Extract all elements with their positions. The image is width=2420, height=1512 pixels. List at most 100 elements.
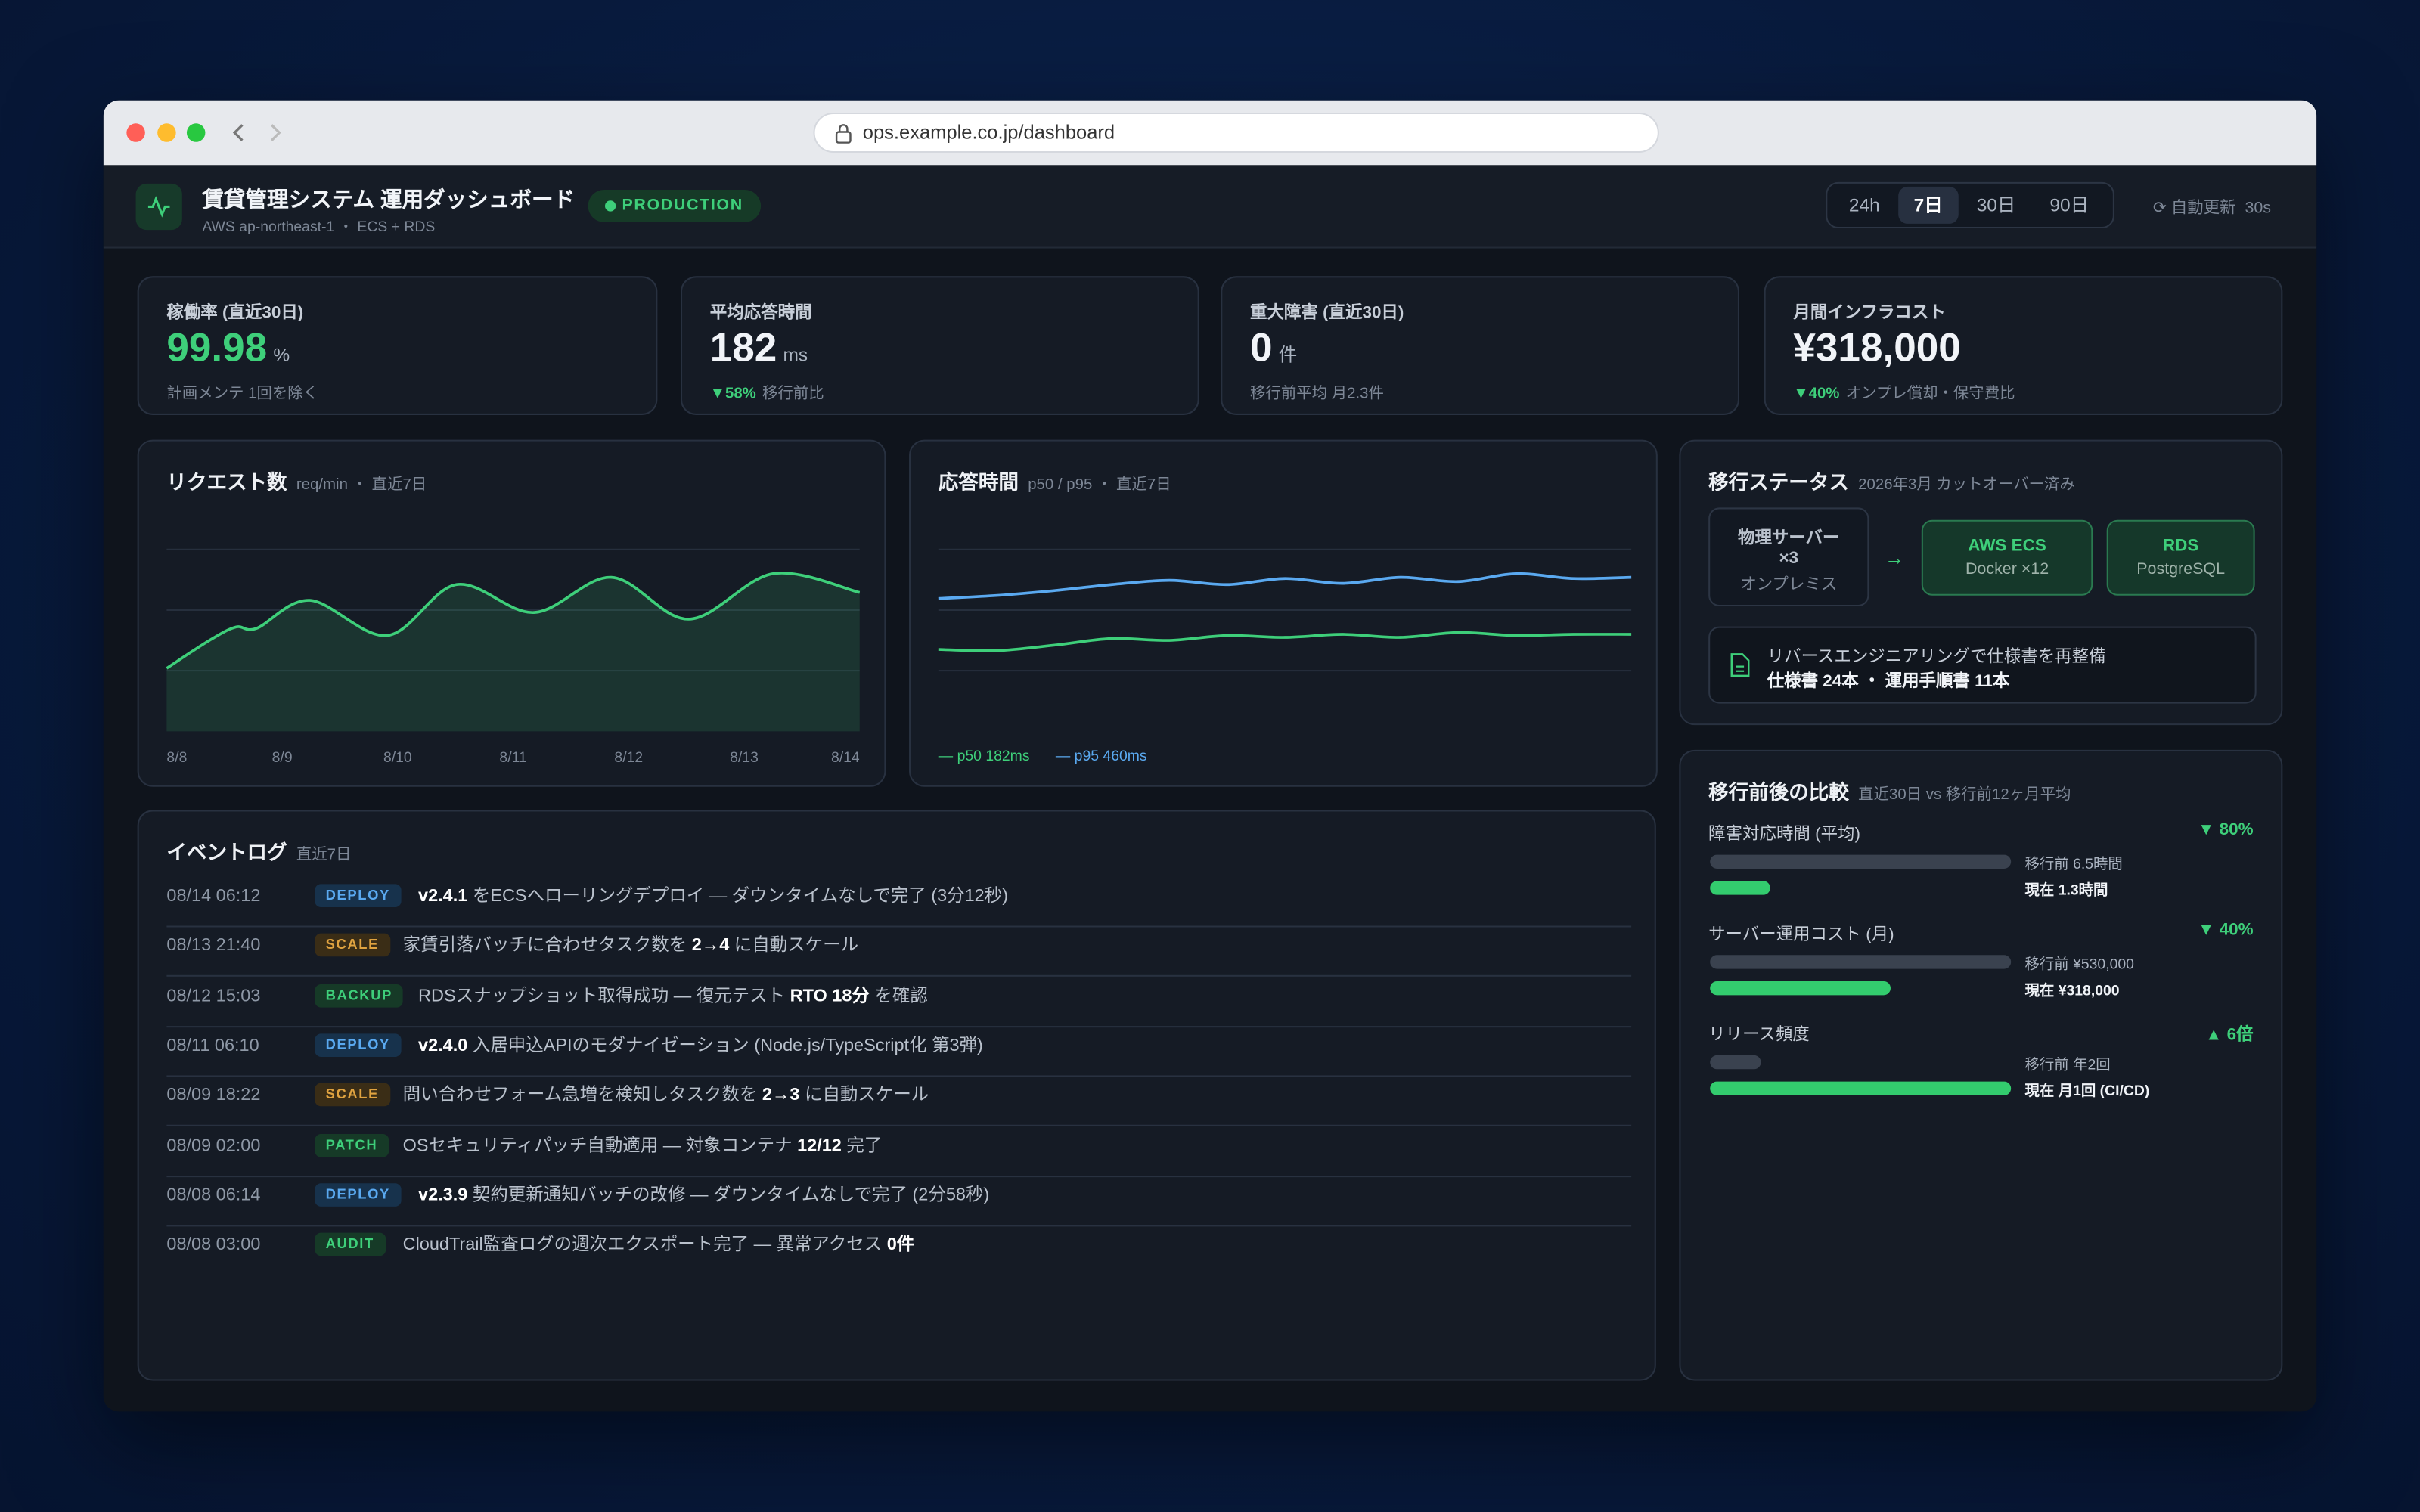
event-emphasis: 2→4: [691, 937, 730, 956]
range-button[interactable]: 30日: [1976, 194, 2016, 216]
kpi-card: 稼働率 (直近30日) 99.98% 計画メンテ 1回を除く: [137, 276, 658, 415]
title-text: イベントログ: [166, 841, 287, 864]
kpi-card: 月間インフラコスト ¥318,000 ▼40% オンプレ償却・保守費比: [1764, 276, 2283, 415]
x-tick-label: 8/9: [272, 749, 293, 766]
kpi-value-wrap: 99.98%: [166, 324, 290, 372]
kpi-label: 稼働率 (直近30日): [166, 304, 304, 323]
x-tick-label: 8/14: [831, 749, 860, 766]
event-text: OSセキュリティパッチ自動適用 — 対象コンテナ 12/12 完了: [403, 1126, 883, 1166]
cmp-change: ▼ 40%: [2198, 921, 2254, 940]
comparison-subtitle: 直近30日 vs 移行前12ヶ月平均: [1858, 786, 2071, 804]
app-header: 賃貸管理システム 運用ダッシュボード AWS ap-northeast-1 ・ …: [103, 165, 2317, 249]
env-text: PRODUCTION: [622, 196, 743, 215]
event-log-subtitle: 直近7日: [296, 847, 352, 864]
close-button[interactable]: [126, 123, 145, 142]
event-emphasis: 2→3: [762, 1086, 800, 1105]
event-text: RDSスナップショット取得成功 — 復元テスト RTO 18分 を確認: [418, 976, 928, 1016]
cmp-label: 障害対応時間 (平均): [1708, 825, 1860, 844]
kpi-label: 重大障害 (直近30日): [1250, 304, 1404, 323]
kpi-note: オンプレ償却・保守費比: [1845, 386, 2015, 403]
event-emphasis: 12/12: [797, 1136, 842, 1155]
title-text: 移行前後の比較: [1708, 780, 1849, 804]
source-title: 物理サーバー ×3: [1738, 528, 1840, 569]
event-tag: DEPLOY: [315, 884, 402, 907]
kpi-unit: ms: [783, 344, 808, 366]
event-emphasis: v2.4.0: [418, 1036, 468, 1055]
event-row: 08/08 03:00 AUDIT CloudTrail監査ログの週次エクスポート完…: [166, 1225, 1631, 1275]
address-bar[interactable]: ops.example.co.jp/dashboard: [813, 112, 1659, 153]
area: [166, 572, 860, 732]
cmp-change: ▼ 80%: [2198, 820, 2254, 840]
range-button[interactable]: 90日: [2049, 194, 2090, 216]
event-row: 08/11 06:10 DEPLOY v2.4.0 入居申込APIのモダナイゼーショ…: [166, 1026, 1632, 1077]
target-title: RDS: [2162, 537, 2199, 556]
chart-title-wrap: リクエスト数 req/min ・ 直近7日: [166, 466, 427, 495]
line: [938, 631, 1632, 652]
kpi-label: 平均応答時間: [709, 304, 812, 323]
browser-chrome: ops.example.co.jp/dashboard: [103, 100, 2317, 166]
kpi-note: 移行前平均 月2.3件: [1250, 386, 1384, 403]
minimize-button[interactable]: [157, 123, 176, 142]
kpi-card: 平均応答時間 182 ms ▼58% 移行前比: [680, 276, 1199, 415]
event-text-part: 完了: [841, 1136, 883, 1155]
event-time: 08/14 06:12: [166, 887, 261, 906]
app-subtitle: AWS ap-northeast-1 ・ ECS + RDS: [202, 218, 436, 237]
source-box: 物理サーバー ×3 オンプレミス: [1708, 507, 1869, 607]
event-text-part: 家賃引落バッチに合わせタスク数を: [402, 937, 692, 956]
before-label: 移行前 年2回: [2024, 1056, 2111, 1074]
cmp-change: ▲ 6倍: [2205, 1026, 2254, 1045]
event-time: 08/12 15:03: [166, 987, 261, 1005]
event-emphasis: v2.3.9: [418, 1185, 468, 1205]
event-tag: SCALE: [315, 934, 390, 957]
cmp-label: リリース頻度: [1708, 1026, 1810, 1045]
zoom-button[interactable]: [186, 123, 206, 142]
migration-card: 移行ステータス 2026年3月 カットオーバー済み 物理サーバー ×3 オンプレミス…: [1679, 439, 2283, 726]
event-row: 08/14 06:12 DEPLOY v2.4.1 をECSへローリングデプロイ —…: [166, 876, 1632, 928]
event-row: 08/09 02:00 PATCH OSセキュリティパッチ自動適用 — 対象コンテナ…: [166, 1126, 1632, 1177]
line: [938, 572, 1632, 600]
target-box: AWS ECS Docker ×12: [1921, 519, 2093, 596]
doc-icon: [1730, 653, 1750, 677]
event-text-part: をECSへローリングデプロイ — ダウンタイムなしで完了 (3分12秒): [467, 887, 1009, 906]
event-emphasis: v2.4.1: [418, 887, 468, 906]
migration-arrow: →: [1884, 546, 1905, 570]
kpi-value: ¥318,000: [1793, 324, 1961, 370]
kpi-unit: %: [273, 344, 290, 366]
event-text-part: 問い合わせフォーム急増を検知しタスク数を: [402, 1086, 762, 1105]
event-text-part: CloudTrail監査ログの週次エクスポート完了 — 異常アクセス: [402, 1235, 887, 1255]
event-text: v2.4.0 入居申込APIのモダナイゼーション (Node.js/TypeSc…: [418, 1026, 983, 1066]
target-sub: PostgreSQL: [2136, 559, 2226, 579]
after-label: 現在 ¥318,000: [2024, 982, 2120, 1000]
kpi-unit: 件: [1278, 344, 1298, 366]
event-time: 08/08 03:00: [166, 1235, 261, 1255]
before-label: 移行前 6.5時間: [2024, 856, 2123, 874]
kpi-value: 182: [709, 324, 777, 370]
event-tag: BACKUP: [315, 984, 404, 1007]
chart-card: リクエスト数 req/min ・ 直近7日 8/8 8/9 8/10 8/11 8/12 8/…: [137, 439, 886, 787]
event-text-part: を確認: [869, 987, 928, 1005]
nav-buttons[interactable]: [230, 120, 292, 145]
source-sub: オンプレミス: [1740, 575, 1838, 594]
kpi-delta: ▼40%: [1793, 386, 1840, 403]
chart: [938, 548, 1632, 672]
bar-before: [1710, 854, 2012, 869]
event-text-part: OSセキュリティパッチ自動適用 — 対象コンテナ: [402, 1136, 798, 1155]
after-label: 現在 1.3時間: [2024, 882, 2108, 900]
kpi-card: 重大障害 (直近30日) 0 件移行前平均 月2.3件: [1221, 276, 1739, 415]
cmp-label: サーバー運用コスト (月): [1708, 925, 1894, 944]
event-text: 問い合わせフォーム急増を検知しタスク数を 2→3 に自動スケール: [403, 1076, 929, 1116]
range-button[interactable]: 24h: [1848, 194, 1880, 216]
legend-item: — p50 182ms: [938, 748, 1030, 766]
refresh[interactable]: ⟳ 自動更新 30s: [2152, 199, 2272, 218]
doc-note: リバースエンジニアリングで仕様書を再整備 仕様書 24本 ・ 運用手順書 11本: [1708, 626, 2257, 704]
kpi-value: 0: [1250, 324, 1273, 370]
event-text: 家賃引落バッチに合わせタスク数を 2→4 に自動スケール: [403, 926, 858, 966]
event-row: 08/13 21:40 SCALE 家賃引落バッチに合わせタスク数を 2→4 に自動…: [166, 926, 1632, 978]
range-button[interactable]: 7日: [1898, 186, 1959, 224]
event-text: CloudTrail監査ログの週次エクスポート完了 — 異常アクセス 0件: [403, 1225, 915, 1266]
chart-title-wrap: 応答時間 p50 / p95 ・ 直近7日: [939, 466, 1171, 495]
event-text-part: 契約更新通知バッチの改修 — ダウンタイムなしで完了 (2分58秒): [467, 1185, 990, 1205]
kpi-value-wrap: ¥318,000: [1793, 324, 1960, 372]
before-label: 移行前 ¥530,000: [2024, 956, 2134, 974]
